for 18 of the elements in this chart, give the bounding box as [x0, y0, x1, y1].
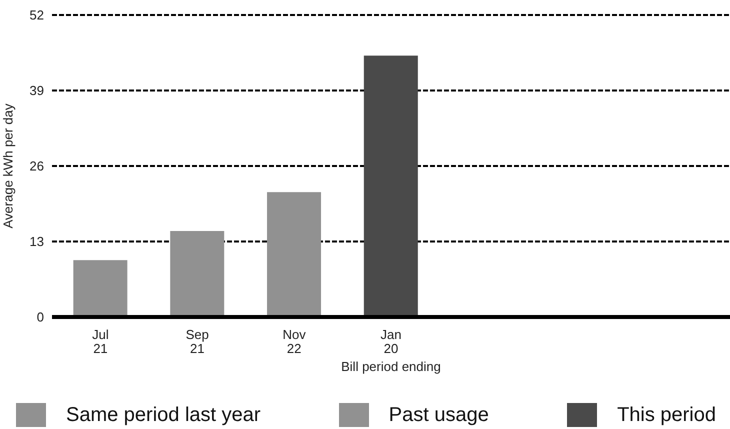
y-axis-title: Average kWh per day [0, 103, 16, 228]
bar [364, 56, 418, 317]
bar [73, 260, 128, 317]
y-tick-label: 52 [30, 8, 44, 23]
y-tick-label: 26 [30, 158, 44, 174]
legend-label: Past usage [388, 404, 489, 426]
x-axis-title: Bill period ending [340, 359, 442, 374]
bar [267, 192, 322, 317]
x-tick-label: Jan 20 [380, 327, 402, 356]
x-tick-label: Nov 22 [282, 327, 306, 356]
y-tick-label: 39 [30, 83, 44, 98]
x-tick-label: Jul 21 [92, 327, 109, 356]
legend-label: This period [617, 404, 716, 426]
y-tick-label: 0 [36, 310, 44, 325]
legend-label: Same period last year [66, 404, 261, 426]
y-tick-label: 13 [30, 234, 44, 250]
x-tick-label: Sep 21 [186, 327, 209, 356]
bar [170, 231, 224, 317]
